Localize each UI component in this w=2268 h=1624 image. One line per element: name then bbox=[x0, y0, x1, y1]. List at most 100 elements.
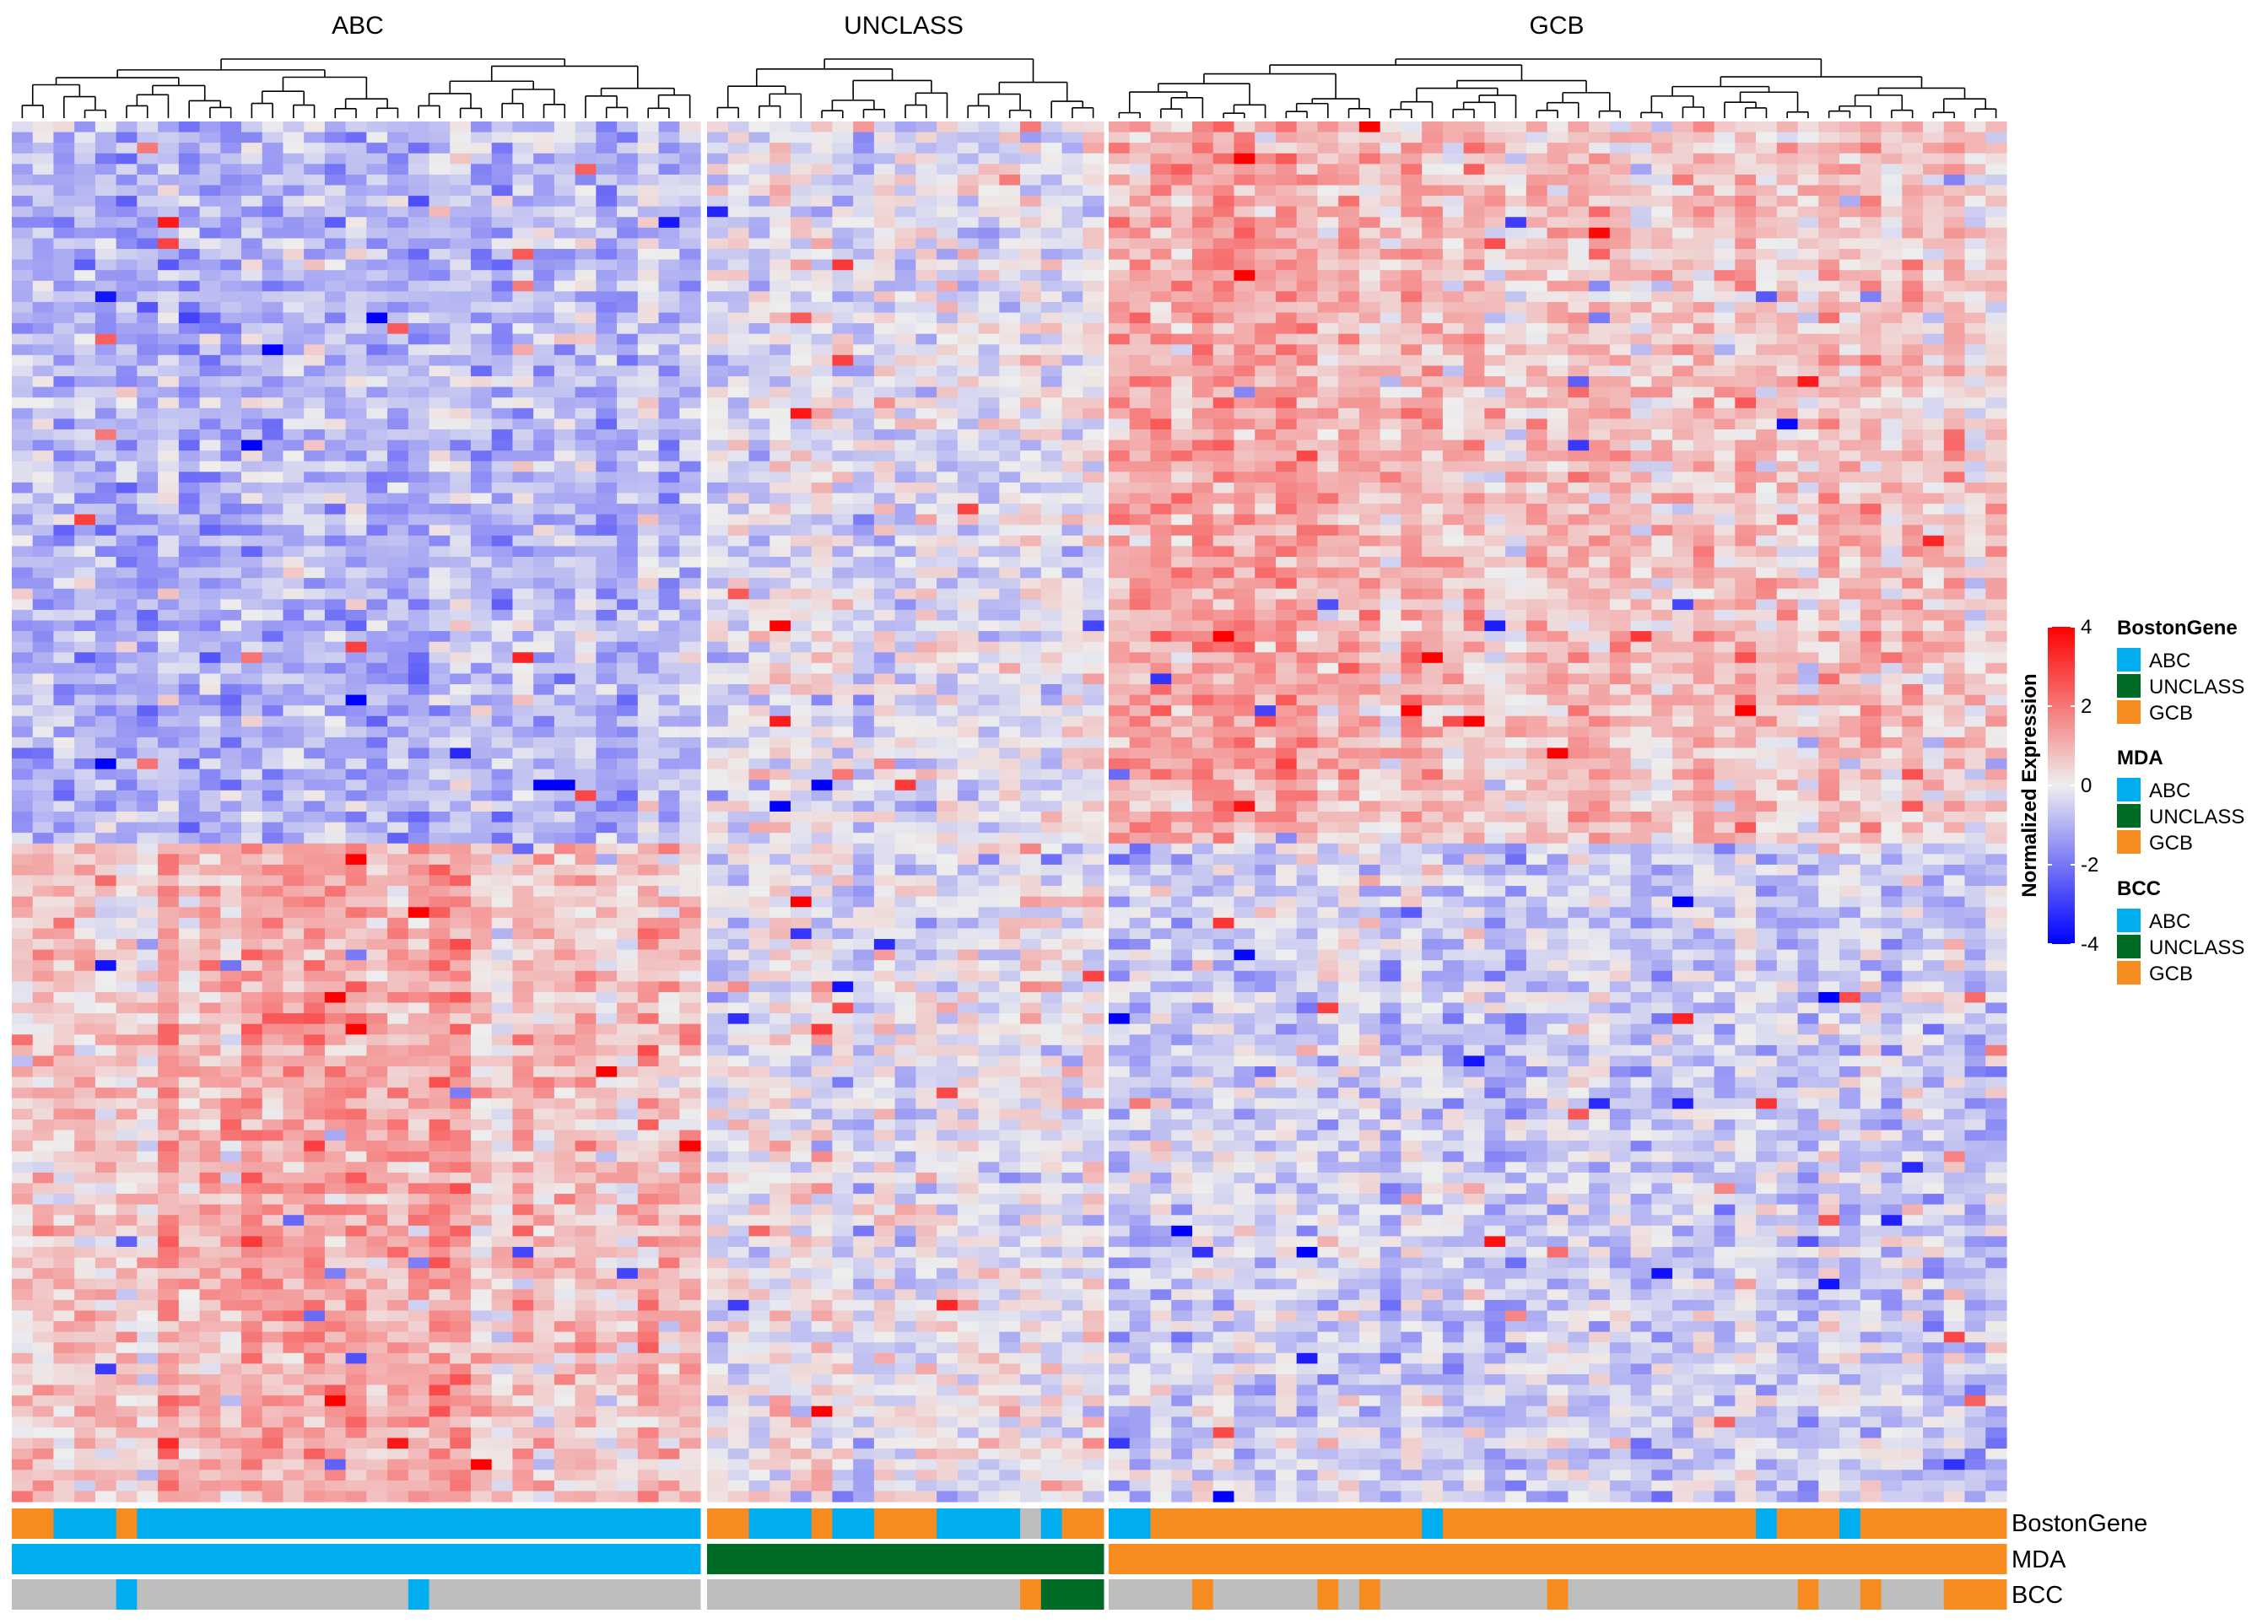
heatmap-cell bbox=[408, 907, 429, 918]
heatmap-cell bbox=[12, 886, 33, 897]
heatmap-cell bbox=[596, 1205, 617, 1216]
heatmap-cell bbox=[241, 365, 262, 376]
heatmap-cell bbox=[116, 1374, 138, 1385]
heatmap-cell bbox=[53, 854, 74, 865]
heatmap-cell bbox=[679, 865, 700, 876]
heatmap-cell bbox=[304, 726, 325, 737]
heatmap-cell bbox=[748, 451, 770, 461]
heatmap-cell bbox=[95, 228, 116, 239]
heatmap-cell bbox=[659, 886, 680, 897]
heatmap-cell bbox=[12, 726, 33, 737]
heatmap-cell bbox=[53, 121, 74, 132]
heatmap-cell bbox=[241, 132, 262, 143]
heatmap-cell bbox=[12, 217, 33, 228]
heatmap-cell bbox=[707, 1183, 728, 1194]
heatmap-cell bbox=[95, 695, 116, 706]
heatmap-cell bbox=[450, 1363, 471, 1374]
heatmap-cell bbox=[408, 780, 429, 790]
heatmap-cell bbox=[33, 121, 54, 132]
heatmap-cell bbox=[346, 217, 367, 228]
heatmap-cell bbox=[492, 1162, 513, 1173]
heatmap-cell bbox=[241, 1374, 262, 1385]
heatmap-cell bbox=[617, 1363, 638, 1374]
heatmap-cell bbox=[533, 1173, 554, 1184]
heatmap-cell bbox=[241, 1332, 262, 1343]
heatmap-cell bbox=[408, 196, 429, 207]
heatmap-cell bbox=[116, 440, 138, 451]
heatmap-cell bbox=[53, 971, 74, 982]
heatmap-cell bbox=[262, 291, 284, 302]
heatmap-cell bbox=[304, 323, 325, 334]
heatmap-cell bbox=[533, 886, 554, 897]
heatmap-cell bbox=[12, 950, 33, 961]
heatmap-cell bbox=[387, 939, 408, 950]
heatmap-cell bbox=[220, 291, 241, 302]
heatmap-cell bbox=[304, 1034, 325, 1045]
heatmap-cell bbox=[137, 1109, 158, 1120]
heatmap-cell bbox=[429, 440, 451, 451]
heatmap-cell bbox=[262, 1066, 284, 1077]
heatmap-cell bbox=[748, 1055, 770, 1066]
heatmap-cell bbox=[707, 992, 728, 1003]
heatmap-cell bbox=[116, 854, 138, 865]
heatmap-cell bbox=[95, 631, 116, 642]
heatmap-cell bbox=[638, 705, 659, 716]
heatmap-cell bbox=[554, 1152, 575, 1163]
heatmap-cell bbox=[728, 260, 749, 271]
heatmap-cell bbox=[512, 186, 533, 197]
heatmap-cell bbox=[596, 1173, 617, 1184]
heatmap-cell bbox=[304, 249, 325, 260]
heatmap-cell bbox=[200, 1013, 221, 1024]
heatmap-cell bbox=[241, 207, 262, 218]
heatmap-cell bbox=[659, 1066, 680, 1077]
heatmap-cell bbox=[262, 557, 284, 568]
heatmap-cell bbox=[707, 472, 728, 483]
heatmap-cell bbox=[596, 1332, 617, 1343]
heatmap-cell bbox=[116, 1321, 138, 1332]
heatmap-cell bbox=[33, 812, 54, 823]
heatmap-cell bbox=[707, 886, 728, 897]
heatmap-cell bbox=[748, 228, 770, 239]
heatmap-cell bbox=[748, 546, 770, 557]
heatmap-cell bbox=[638, 323, 659, 334]
heatmap-cell bbox=[346, 1491, 367, 1502]
heatmap-cell bbox=[533, 1141, 554, 1152]
heatmap-cell bbox=[450, 1173, 471, 1184]
heatmap-cell bbox=[575, 429, 597, 440]
heatmap-cell bbox=[346, 154, 367, 165]
heatmap-cell bbox=[116, 376, 138, 387]
heatmap-cell bbox=[728, 217, 749, 228]
heatmap-cell bbox=[728, 918, 749, 929]
heatmap-cell bbox=[728, 1300, 749, 1311]
heatmap-cell bbox=[554, 1066, 575, 1077]
heatmap-cell bbox=[179, 1481, 200, 1492]
heatmap-cell bbox=[325, 1215, 346, 1226]
heatmap-cell bbox=[679, 1098, 700, 1109]
heatmap-cell bbox=[366, 483, 387, 494]
heatmap-cell bbox=[748, 865, 770, 876]
heatmap-cell bbox=[220, 260, 241, 271]
heatmap-cell bbox=[533, 1236, 554, 1247]
heatmap-cell bbox=[679, 652, 700, 663]
heatmap-cell bbox=[471, 801, 492, 812]
heatmap-cell bbox=[241, 599, 262, 610]
heatmap-cell bbox=[74, 249, 95, 260]
heatmap-cell bbox=[707, 344, 728, 355]
heatmap-cell bbox=[53, 196, 74, 207]
heatmap-cell bbox=[707, 918, 728, 929]
heatmap-cell bbox=[95, 1470, 116, 1481]
heatmap-cell bbox=[638, 876, 659, 887]
heatmap-cell bbox=[387, 907, 408, 918]
heatmap-cell bbox=[325, 801, 346, 812]
heatmap-cell bbox=[220, 217, 241, 228]
heatmap-cell bbox=[707, 1459, 728, 1470]
heatmap-cell bbox=[450, 928, 471, 939]
heatmap-cell bbox=[200, 790, 221, 801]
heatmap-cell bbox=[116, 217, 138, 228]
heatmap-cell bbox=[387, 429, 408, 440]
heatmap-cell bbox=[679, 270, 700, 281]
heatmap-panel-unclass bbox=[707, 121, 1104, 1503]
heatmap-cell bbox=[220, 1120, 241, 1130]
heatmap-cell bbox=[471, 323, 492, 334]
heatmap-cell bbox=[387, 695, 408, 706]
